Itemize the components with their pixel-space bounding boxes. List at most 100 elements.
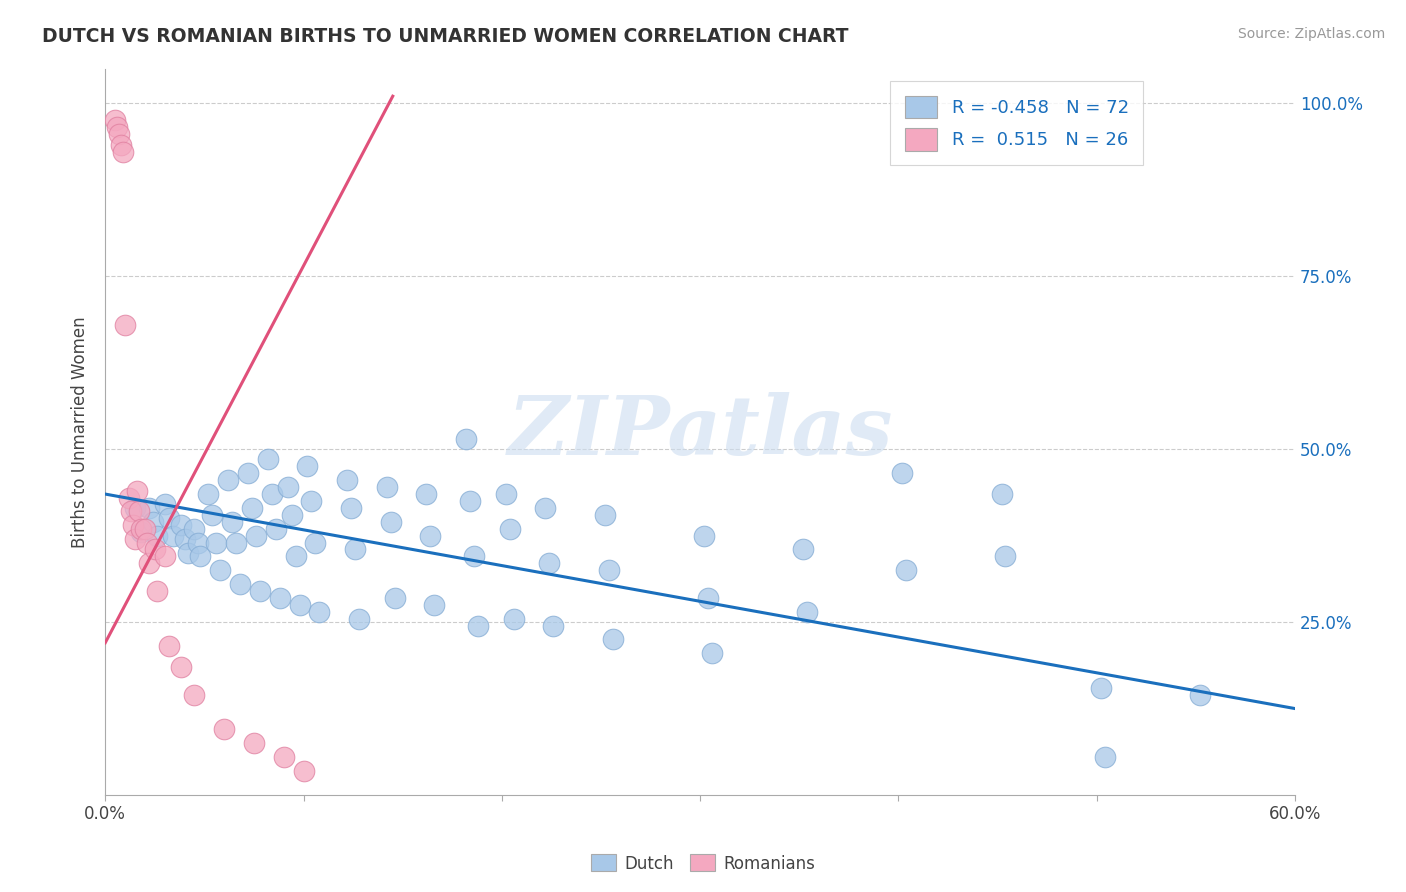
Point [264, 522, 287, 536]
Point [277, 480, 299, 494]
Point [375, 480, 398, 494]
Point [217, 473, 239, 487]
Point [415, 487, 437, 501]
Point [124, 532, 146, 546]
Legend: R = -0.458   N = 72, R =  0.515   N = 26: R = -0.458 N = 72, R = 0.515 N = 26 [890, 81, 1143, 165]
Point [225, 535, 247, 549]
Point [1188, 688, 1211, 702]
Point [891, 467, 914, 481]
Point [125, 483, 148, 498]
Point [896, 563, 918, 577]
Point [173, 532, 195, 546]
Point [240, 500, 263, 515]
Point [697, 591, 720, 605]
Text: DUTCH VS ROMANIAN BIRTHS TO UNMARRIED WOMEN CORRELATION CHART: DUTCH VS ROMANIAN BIRTHS TO UNMARRIED WO… [42, 27, 849, 45]
Point [456, 432, 478, 446]
Text: Source: ZipAtlas.com: Source: ZipAtlas.com [1237, 27, 1385, 41]
Point [143, 542, 166, 557]
Point [129, 522, 152, 536]
Y-axis label: Births to Unmarried Women: Births to Unmarried Women [72, 316, 89, 548]
Point [602, 632, 624, 647]
Point [153, 549, 176, 564]
Point [288, 598, 311, 612]
Point [260, 487, 283, 501]
Point [308, 605, 330, 619]
Point [534, 500, 557, 515]
Point [1094, 750, 1116, 764]
Point [112, 145, 135, 159]
Point [190, 549, 212, 564]
Point [162, 528, 184, 542]
Point [792, 542, 814, 557]
Point [347, 612, 370, 626]
Point [284, 549, 307, 564]
Point [538, 556, 561, 570]
Point [598, 563, 620, 577]
Point [120, 504, 142, 518]
Point [280, 508, 302, 522]
Point [269, 591, 291, 605]
Point [543, 618, 565, 632]
Point [146, 583, 169, 598]
Point [129, 525, 152, 540]
Point [502, 612, 524, 626]
Point [138, 500, 160, 515]
Point [134, 522, 156, 536]
Point [336, 473, 359, 487]
Point [344, 542, 367, 557]
Point [495, 487, 517, 501]
Point [796, 605, 818, 619]
Point [236, 467, 259, 481]
Point [256, 452, 278, 467]
Point [273, 750, 295, 764]
Point [135, 535, 157, 549]
Point [297, 459, 319, 474]
Point [169, 660, 191, 674]
Point [423, 598, 446, 612]
Point [105, 120, 128, 135]
Point [122, 518, 145, 533]
Point [169, 518, 191, 533]
Point [384, 591, 406, 605]
Point [700, 646, 723, 660]
Point [249, 583, 271, 598]
Point [146, 528, 169, 542]
Point [301, 494, 323, 508]
Point [138, 556, 160, 570]
Point [990, 487, 1012, 501]
Point [994, 549, 1017, 564]
Point [463, 549, 485, 564]
Point [124, 500, 146, 515]
Point [118, 491, 141, 505]
Point [153, 498, 176, 512]
Point [419, 528, 441, 542]
Point [104, 113, 127, 128]
Point [212, 723, 235, 737]
Point [209, 563, 232, 577]
Point [114, 318, 136, 332]
Point [201, 508, 224, 522]
Point [177, 546, 200, 560]
Point [183, 522, 205, 536]
Point [380, 515, 402, 529]
Point [499, 522, 522, 536]
Point [110, 137, 132, 152]
Point [292, 764, 315, 778]
Point [693, 528, 716, 542]
Point [1090, 681, 1112, 695]
Point [157, 511, 180, 525]
Point [243, 736, 266, 750]
Point [183, 688, 205, 702]
Point [187, 535, 209, 549]
Point [197, 487, 219, 501]
Point [340, 500, 363, 515]
Legend: Dutch, Romanians: Dutch, Romanians [583, 847, 823, 880]
Point [142, 515, 165, 529]
Point [221, 515, 243, 529]
Text: ZIPatlas: ZIPatlas [508, 392, 893, 472]
Point [205, 535, 228, 549]
Point [245, 528, 267, 542]
Point [304, 535, 326, 549]
Point [128, 504, 150, 518]
Point [458, 494, 481, 508]
